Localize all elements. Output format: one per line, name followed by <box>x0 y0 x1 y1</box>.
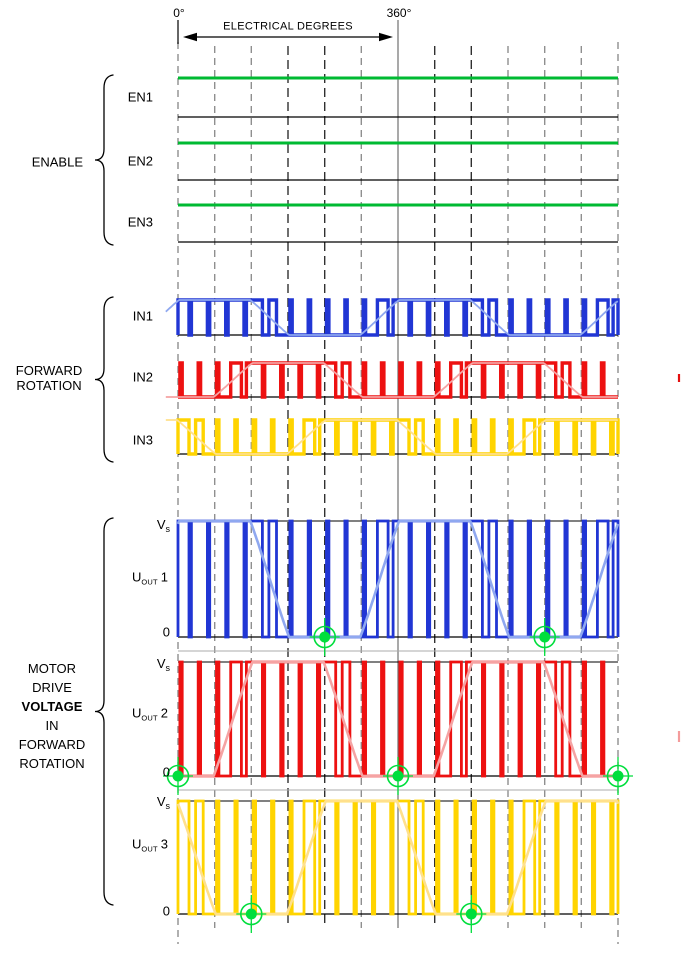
uout-number: 3 <box>160 836 168 852</box>
motor-drive-line1: MOTOR <box>27 661 77 676</box>
in3-label: IN3 <box>132 432 153 448</box>
uout-symbol: U <box>131 836 142 852</box>
forward-rotation-line1: FORWARD <box>15 363 83 378</box>
electrical-degrees-label: ELECTRICAL DEGREES <box>223 20 353 33</box>
motor-drive-line2: DRIVE <box>32 680 72 695</box>
uout-subscript: OUT <box>141 713 158 723</box>
forward-rotation-line2: ROTATION <box>16 378 82 393</box>
uout1-label: UOUT 1 <box>132 570 168 586</box>
vs-subscript: s <box>165 663 171 673</box>
motor-drive-line6: ROTATION <box>19 756 85 771</box>
uout2-vs-label: Vs <box>157 657 170 673</box>
motor-drive-line4: IN <box>45 718 59 733</box>
uout-subscript: OUT <box>141 844 158 854</box>
uout-number: 2 <box>160 705 168 721</box>
axis-start-tick-label: 0° <box>173 6 185 20</box>
motor-drive-line3: VOLTAGE <box>21 699 83 714</box>
vs-subscript: s <box>165 524 171 534</box>
in1-label: IN1 <box>132 308 153 324</box>
enable-group-label: ENABLE <box>31 154 83 170</box>
en2-label: EN2 <box>127 153 153 169</box>
uout2-label: UOUT 2 <box>132 706 168 722</box>
vs-subscript: s <box>165 801 171 811</box>
uout2-zero-label: 0 <box>162 764 170 780</box>
en1-label: EN1 <box>127 89 153 105</box>
uout-subscript: OUT <box>141 577 158 587</box>
vs-symbol: V <box>156 656 166 671</box>
motor-drive-line5: FORWARD <box>18 737 86 752</box>
uout3-vs-label: Vs <box>157 795 170 811</box>
uout-symbol: U <box>131 705 142 721</box>
uout3-label: UOUT 3 <box>132 837 168 853</box>
uout-symbol: U <box>131 569 142 585</box>
forward-rotation-group-label: FORWARD ROTATION <box>16 363 82 393</box>
en3-label: EN3 <box>127 214 153 230</box>
uout1-vs-label: Vs <box>157 518 170 534</box>
uout-number: 1 <box>160 569 168 585</box>
in2-label: IN2 <box>132 369 153 385</box>
axis-end-tick-label: 360° <box>386 6 412 20</box>
uout3-zero-label: 0 <box>162 903 170 919</box>
uout1-zero-label: 0 <box>162 624 170 640</box>
vs-symbol: V <box>156 794 166 809</box>
vs-symbol: V <box>156 517 166 532</box>
motor-drive-group-label: MOTOR DRIVE VOLTAGE IN FORWARD ROTATION <box>19 659 85 773</box>
